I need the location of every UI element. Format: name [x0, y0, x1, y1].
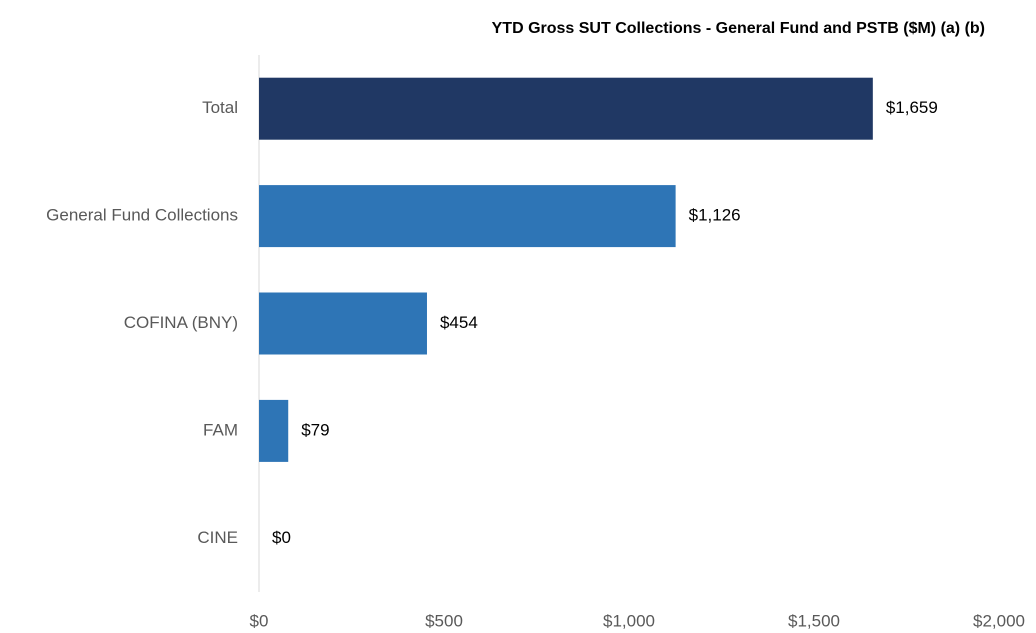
data-label: $1,126: [689, 206, 741, 225]
x-tick-label: $500: [425, 611, 463, 630]
y-tick-label: CINE: [197, 528, 238, 547]
y-tick-label: Total: [202, 98, 238, 117]
y-tick-label: COFINA (BNY): [124, 313, 238, 332]
x-tick-label: $1,500: [788, 611, 840, 630]
data-label: $0: [272, 528, 291, 547]
x-tick-label: $2,000: [973, 611, 1025, 630]
data-label: $1,659: [886, 98, 938, 117]
bar: [259, 185, 676, 248]
data-label: $454: [440, 313, 478, 332]
y-tick-label: General Fund Collections: [46, 206, 238, 225]
data-label: $79: [301, 420, 329, 439]
x-tick-label: $1,000: [603, 611, 655, 630]
chart-title: YTD Gross SUT Collections - General Fund…: [492, 20, 985, 37]
bar: [259, 399, 289, 462]
bar: [259, 292, 427, 355]
bar: [259, 77, 873, 140]
x-tick-label: $0: [250, 611, 269, 630]
y-tick-label: FAM: [203, 420, 238, 439]
